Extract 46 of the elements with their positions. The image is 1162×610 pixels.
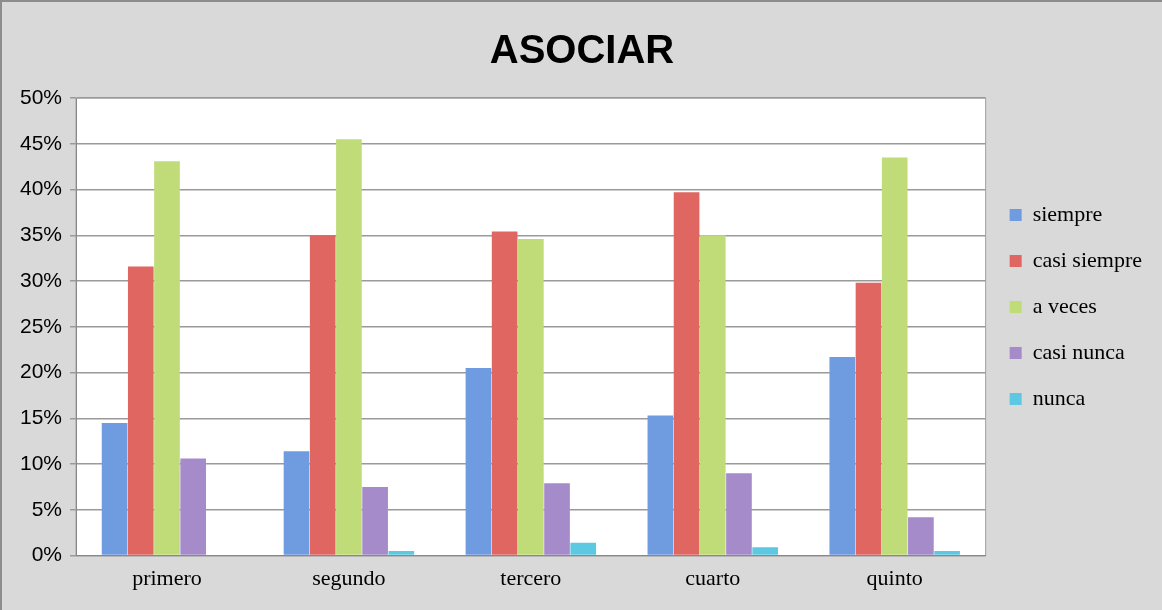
bar bbox=[647, 415, 674, 555]
bar bbox=[309, 235, 336, 555]
bar bbox=[699, 235, 726, 555]
bar bbox=[752, 547, 778, 555]
bar bbox=[491, 231, 518, 555]
bar bbox=[101, 422, 128, 555]
bar bbox=[518, 238, 544, 555]
bar bbox=[881, 157, 908, 555]
x-tick-label: segundo bbox=[312, 564, 386, 590]
y-tick-label: 0% bbox=[31, 542, 63, 566]
y-tick-label: 15% bbox=[20, 405, 63, 429]
bar bbox=[388, 551, 415, 555]
bar bbox=[908, 517, 934, 555]
y-tick-label: 10% bbox=[20, 450, 63, 474]
bar bbox=[127, 266, 154, 555]
legend-label: siempre bbox=[1032, 200, 1103, 226]
bar bbox=[726, 473, 752, 555]
legend-label: a veces bbox=[1032, 292, 1097, 318]
bar bbox=[283, 451, 310, 555]
y-tick-label: 45% bbox=[20, 130, 63, 154]
y-tick-label: 30% bbox=[20, 267, 63, 291]
legend-label: nunca bbox=[1032, 384, 1086, 410]
bar bbox=[362, 486, 388, 555]
bar bbox=[934, 551, 960, 555]
bar bbox=[465, 367, 492, 555]
y-tick-label: 40% bbox=[20, 176, 63, 200]
x-tick-label: quinto bbox=[866, 564, 923, 590]
x-tick-label: primero bbox=[132, 564, 202, 590]
y-tick-label: 25% bbox=[20, 313, 63, 337]
bar bbox=[544, 483, 570, 555]
bar bbox=[570, 542, 597, 555]
y-tick-label: 35% bbox=[20, 222, 63, 246]
bar bbox=[829, 357, 856, 555]
bar bbox=[336, 139, 362, 555]
legend-label: casi nunca bbox=[1032, 338, 1126, 364]
y-tick-label: 5% bbox=[31, 496, 63, 520]
y-tick-label: 50% bbox=[20, 84, 63, 108]
bar bbox=[154, 161, 180, 555]
chart-title: ASOCIAR bbox=[489, 27, 675, 72]
x-tick-label: tercero bbox=[500, 564, 562, 590]
bar bbox=[673, 192, 700, 555]
bar bbox=[180, 458, 207, 555]
x-tick-label: cuarto bbox=[685, 564, 741, 590]
y-tick-label: 20% bbox=[20, 359, 63, 383]
bar bbox=[855, 282, 882, 555]
legend-label: casi siempre bbox=[1032, 246, 1143, 272]
